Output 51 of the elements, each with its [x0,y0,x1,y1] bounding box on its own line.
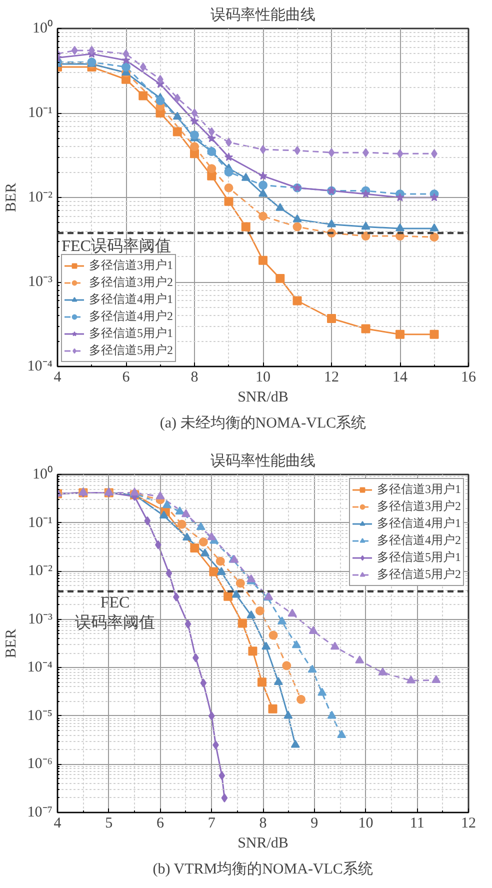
legend-label: 多径信道5用户1 [377,549,461,566]
x-tick-label: 10 [256,370,270,386]
x-tick-label: 12 [324,370,339,386]
y-tick-label: 10⁻¹ [28,105,53,121]
text: (a) 未经均衡的NOMA-VLC系统 [160,414,366,432]
x-tick-label: 4 [54,816,62,832]
y-tick-label: 10⁰ [32,20,52,36]
legend-label: 多径信道5用户1 [89,325,173,342]
y-tick-label: 10⁻⁵ [27,708,53,724]
legend-label: 多径信道4用户1 [377,515,461,532]
chart-title: 误码率性能曲线 [210,6,316,24]
ref-line-label: FEC误码率阈值 [62,237,171,256]
y-tick-label: 10⁻² [28,563,54,580]
x-tick-label: 16 [461,370,476,386]
y-tick-label: 10⁻² [28,190,54,206]
y-tick-label: 10⁰ [32,466,52,482]
y-axis-title: BER [3,182,20,212]
legend-label: 多径信道3用户2 [377,498,461,515]
chart-title: 误码率性能曲线 [210,452,316,470]
y-axis-title: BER [3,628,20,658]
x-tick-label: 6 [156,816,164,832]
x-tick-label: 14 [392,370,408,386]
legend-label: 多径信道5用户2 [89,342,173,359]
x-tick-label: 8 [259,816,267,832]
legend-label: 多径信道3用户2 [89,274,173,291]
legend-label: 多径信道4用户2 [89,308,173,325]
y-tick-label: 10⁻⁴ [27,358,53,374]
legend-label: 多径信道3用户1 [89,257,173,274]
x-tick-label: 4 [54,370,62,386]
y-tick-label: 10⁻⁶ [27,756,53,772]
text: (b) VTRM均衡的NOMA-VLC系统 [152,860,373,878]
x-tick-label: 10 [358,816,374,832]
x-axis-title: SNR/dB [238,390,288,406]
legend-label: 多径信道3用户1 [377,481,461,498]
x-tick-label: 12 [461,816,476,832]
x-axis-title: SNR/dB [238,836,288,852]
x-tick-label: 9 [310,816,318,832]
legend-label: 多径信道4用户2 [377,532,461,549]
x-tick-label: 6 [122,370,130,386]
ref-line-label: FEC 误码率阈值 [75,594,156,632]
x-tick-label: 11 [410,816,424,832]
y-tick-label: 10⁻³ [28,611,54,628]
x-tick-label: 5 [105,816,113,832]
legend-label: 多径信道5用户2 [377,566,461,583]
y-tick-label: 10⁻⁴ [27,660,53,676]
y-tick-label: 10⁻³ [28,274,54,290]
y-tick-label: 10⁻¹ [28,514,53,531]
legend-label: 多径信道4用户1 [89,291,173,308]
x-tick-label: 8 [190,370,198,386]
x-tick-label: 7 [208,816,216,832]
y-tick-label: 10⁻⁷ [27,804,53,820]
